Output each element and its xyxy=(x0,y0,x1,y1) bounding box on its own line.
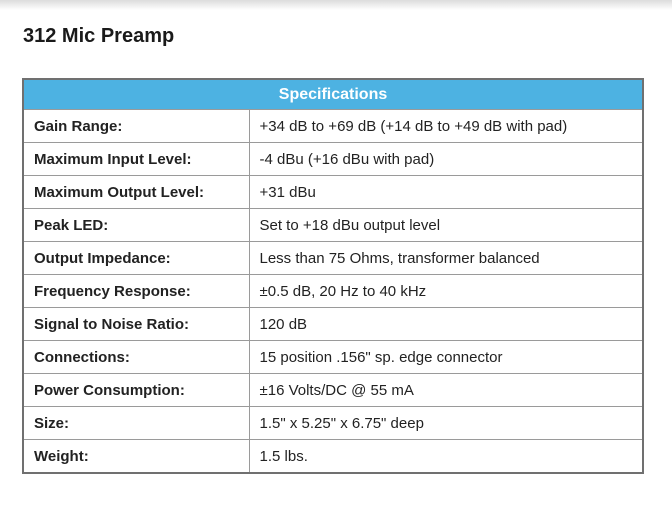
top-shadow xyxy=(0,0,672,10)
spec-value: Less than 75 Ohms, transformer balanced xyxy=(248,241,644,275)
table-row: Size: 1.5" x 5.25" x 6.75" deep xyxy=(22,406,644,440)
spec-value: ±0.5 dB, 20 Hz to 40 kHz xyxy=(248,274,644,308)
spec-label: Peak LED: xyxy=(22,208,250,242)
spec-label: Maximum Input Level: xyxy=(22,142,250,176)
spec-label: Power Consumption: xyxy=(22,373,250,407)
spec-label: Connections: xyxy=(22,340,250,374)
spec-label: Maximum Output Level: xyxy=(22,175,250,209)
spec-value: +31 dBu xyxy=(248,175,644,209)
spec-label: Gain Range: xyxy=(22,109,250,143)
table-row: Gain Range: +34 dB to +69 dB (+14 dB to … xyxy=(22,109,644,143)
table-header: Specifications xyxy=(22,78,644,110)
table-row: Connections: 15 position .156" sp. edge … xyxy=(22,340,644,374)
spec-value: -4 dBu (+16 dBu with pad) xyxy=(248,142,644,176)
specifications-table: Specifications Gain Range: +34 dB to +69… xyxy=(22,78,645,474)
spec-value: 120 dB xyxy=(248,307,644,341)
spec-label: Output Impedance: xyxy=(22,241,250,275)
spec-label: Frequency Response: xyxy=(22,274,250,308)
spec-value: ±16 Volts/DC @ 55 mA xyxy=(248,373,644,407)
table-row: Weight: 1.5 lbs. xyxy=(22,439,644,474)
spec-value: +34 dB to +69 dB (+14 dB to +49 dB with … xyxy=(248,109,644,143)
spec-label: Signal to Noise Ratio: xyxy=(22,307,250,341)
table-row: Maximum Input Level: -4 dBu (+16 dBu wit… xyxy=(22,142,644,176)
spec-value: 15 position .156" sp. edge connector xyxy=(248,340,644,374)
spec-value: 1.5 lbs. xyxy=(248,439,644,474)
table-row: Peak LED: Set to +18 dBu output level xyxy=(22,208,644,242)
spec-label: Weight: xyxy=(22,439,250,474)
table-row: Output Impedance: Less than 75 Ohms, tra… xyxy=(22,241,644,275)
spec-label: Size: xyxy=(22,406,250,440)
table-row: Maximum Output Level: +31 dBu xyxy=(22,175,644,209)
table-row: Frequency Response: ±0.5 dB, 20 Hz to 40… xyxy=(22,274,644,308)
spec-value: 1.5" x 5.25" x 6.75" deep xyxy=(248,406,644,440)
table-row: Power Consumption: ±16 Volts/DC @ 55 mA xyxy=(22,373,644,407)
spec-value: Set to +18 dBu output level xyxy=(248,208,644,242)
table-row: Signal to Noise Ratio: 120 dB xyxy=(22,307,644,341)
page-title: 312 Mic Preamp xyxy=(23,25,175,47)
table-header-row: Specifications xyxy=(22,78,644,110)
